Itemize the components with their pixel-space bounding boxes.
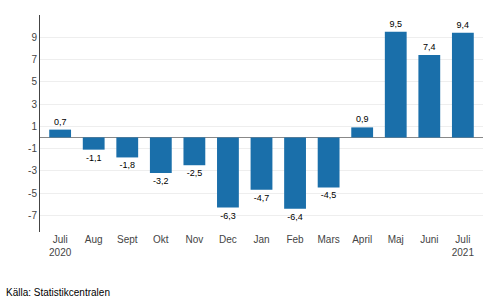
svg-text:Jan: Jan	[253, 234, 269, 245]
svg-text:Okt: Okt	[153, 234, 169, 245]
svg-text:9: 9	[31, 32, 37, 43]
svg-text:7: 7	[31, 54, 37, 65]
svg-text:-5: -5	[28, 188, 37, 199]
svg-text:Nov: Nov	[185, 234, 203, 245]
svg-text:-4,7: -4,7	[254, 193, 270, 203]
svg-text:-7: -7	[28, 210, 37, 221]
svg-text:Dec: Dec	[219, 234, 237, 245]
svg-text:Juni: Juni	[420, 234, 438, 245]
svg-text:-6,4: -6,4	[287, 212, 303, 222]
svg-text:Sept: Sept	[117, 234, 138, 245]
svg-text:7,4: 7,4	[423, 42, 436, 52]
svg-text:9,5: 9,5	[389, 19, 402, 29]
svg-text:Feb: Feb	[286, 234, 304, 245]
svg-text:5: 5	[31, 76, 37, 87]
svg-text:3: 3	[31, 99, 37, 110]
svg-text:-1,8: -1,8	[119, 160, 135, 170]
svg-text:0,7: 0,7	[54, 117, 67, 127]
svg-text:April: April	[352, 234, 372, 245]
svg-text:0,9: 0,9	[356, 114, 369, 124]
svg-text:Maj: Maj	[388, 234, 404, 245]
svg-text:Källa: Statistikcentralen: Källa: Statistikcentralen	[6, 287, 110, 298]
svg-text:Juli2020: Juli2020	[49, 234, 72, 258]
svg-text:-2,5: -2,5	[187, 168, 203, 178]
svg-text:-6,3: -6,3	[220, 211, 236, 221]
svg-text:-4,5: -4,5	[321, 190, 337, 200]
svg-text:9,4: 9,4	[457, 20, 470, 30]
svg-text:Aug: Aug	[85, 234, 103, 245]
svg-text:-1: -1	[28, 143, 37, 154]
svg-text:Mars: Mars	[318, 234, 340, 245]
svg-text:-1,1: -1,1	[86, 153, 102, 163]
svg-text:-3: -3	[28, 165, 37, 176]
svg-text:Juli2021: Juli2021	[452, 234, 475, 258]
svg-text:1: 1	[31, 121, 37, 132]
svg-text:-3,2: -3,2	[153, 176, 169, 186]
